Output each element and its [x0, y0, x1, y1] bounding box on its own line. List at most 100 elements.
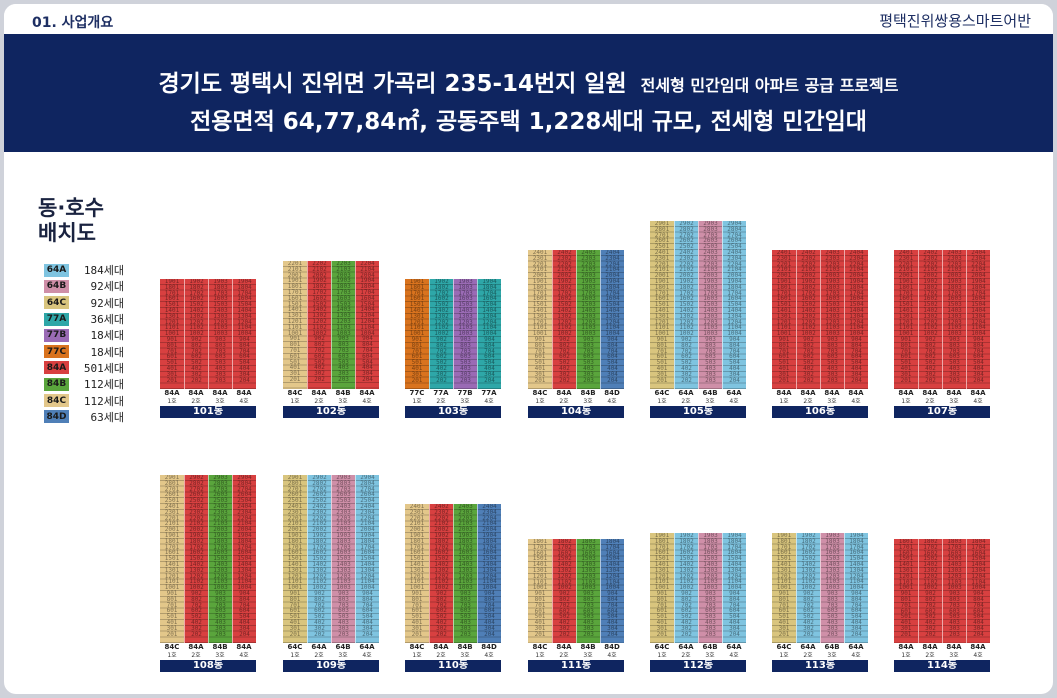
- legend-count: 63세대: [90, 410, 125, 424]
- unit-line-column: 2902 2802 2702 2602 2502 2402 2302 2202 …: [307, 475, 331, 643]
- unit-type-label: 84A: [776, 389, 792, 397]
- line-number-label: 3호: [949, 398, 959, 405]
- unit-numbers: 1902 1802 1702 1602 1502 1402 1302 1202 …: [797, 533, 820, 643]
- building-105: 2901 2801 2701 2601 2501 2401 2301 2201 …: [650, 221, 746, 418]
- line-number-label: 1호: [167, 398, 177, 405]
- unit-numbers: 2401 2301 2201 2101 2001 1901 1801 1701 …: [894, 250, 918, 389]
- legend-swatch: 77A: [44, 312, 69, 326]
- line-number-row: 1호 2호 3호 4호: [528, 652, 624, 660]
- unit-type-row: 84A 84A 84A 84A: [772, 389, 868, 398]
- unit-type-row: 64C 64A 64B 64A: [283, 643, 379, 652]
- line-number-label: 2호: [925, 398, 935, 405]
- unit-type-label: 64B: [702, 389, 718, 397]
- unit-numbers: 2901 2801 2701 2601 2501 2401 2301 2201 …: [160, 475, 184, 643]
- unit-type-row: 84A 84A 84A 84A: [894, 389, 990, 398]
- unit-line-column: 1902 1802 1702 1602 1502 1402 1302 1202 …: [429, 279, 453, 389]
- unit-type-label: 64A: [800, 643, 816, 651]
- line-number-label: 1호: [901, 398, 911, 405]
- line-number-label: 1호: [535, 398, 545, 405]
- unit-numbers: 2404 2304 2204 2104 2004 1904 1804 1704 …: [601, 250, 624, 389]
- unit-line-column: 1901 1801 1701 1601 1501 1401 1301 1201 …: [160, 279, 184, 389]
- unit-type-label: 84A: [236, 389, 252, 397]
- line-number-label: 4호: [973, 398, 983, 405]
- unit-type-label: 84B: [457, 643, 473, 651]
- unit-line-column: 2402 2302 2202 2102 2002 1902 1802 1702 …: [918, 250, 942, 389]
- unit-type-label: 64C: [287, 643, 303, 651]
- unit-line-column: 2903 2803 2703 2603 2503 2403 2303 2203 …: [698, 221, 722, 389]
- unit-type-label: 84A: [556, 643, 572, 651]
- building-label: 113동: [772, 660, 868, 672]
- unit-numbers: 2404 2304 2204 2104 2004 1904 1804 1704 …: [478, 504, 501, 643]
- unit-type-label: 64C: [654, 643, 670, 651]
- unit-line-column: 2402 2302 2202 2102 2002 1902 1802 1702 …: [552, 250, 576, 389]
- building-103: 1901 1801 1701 1601 1501 1401 1301 1201 …: [405, 279, 501, 418]
- unit-line-column: 2901 2801 2701 2601 2501 2401 2301 2201 …: [160, 475, 184, 643]
- unit-numbers: 1903 1803 1703 1603 1503 1403 1303 1203 …: [209, 279, 232, 389]
- unit-line-column: 2904 2804 2704 2604 2504 2404 2304 2204 …: [722, 221, 746, 389]
- unit-type-label: 64A: [311, 643, 327, 651]
- building-label: 107동: [894, 406, 990, 418]
- building-label: 106동: [772, 406, 868, 418]
- unit-type-label: 84C: [409, 643, 425, 651]
- building-label: 110동: [405, 660, 501, 672]
- line-number-label: 4호: [484, 652, 494, 659]
- building-112: 1901 1801 1701 1601 1501 1401 1301 1201 …: [650, 533, 746, 672]
- line-number-label: 1호: [779, 652, 789, 659]
- legend-title-line1: 동·호수: [38, 196, 104, 220]
- unit-type-label: 84C: [287, 389, 303, 397]
- line-number-label: 2호: [436, 652, 446, 659]
- unit-numbers: 2403 2303 2203 2103 2003 1903 1803 1703 …: [821, 250, 844, 389]
- line-number-label: 3호: [705, 398, 715, 405]
- unit-type-row: 84C 84A 84B 84D: [528, 643, 624, 652]
- unit-numbers: 2401 2301 2201 2101 2001 1901 1801 1701 …: [528, 250, 552, 389]
- building-101: 1901 1801 1701 1601 1501 1401 1301 1201 …: [160, 279, 256, 418]
- line-number-label: 2호: [681, 652, 691, 659]
- unit-line-column: 1901 1801 1701 1601 1501 1401 1301 1201 …: [772, 533, 796, 643]
- unit-numbers: 2402 2302 2202 2102 2002 1902 1802 1702 …: [797, 250, 820, 389]
- unit-type-row: 84C 84A 84B 84A: [283, 389, 379, 398]
- unit-numbers: 1903 1803 1703 1603 1503 1403 1303 1203 …: [699, 533, 722, 643]
- line-number-row: 1호 2호 3호 4호: [650, 652, 746, 660]
- unit-line-column: 2902 2802 2702 2602 2502 2402 2302 2202 …: [184, 475, 208, 643]
- line-number-label: 2호: [803, 652, 813, 659]
- unit-type-label: 84A: [800, 389, 816, 397]
- unit-type-label: 77C: [409, 389, 425, 397]
- legend-count: 36세대: [90, 313, 125, 327]
- line-number-label: 2호: [803, 398, 813, 405]
- unit-type-label: 84A: [556, 389, 572, 397]
- unit-numbers: 1801 1701 1601 1501 1401 1301 1201 1101 …: [528, 539, 552, 643]
- unit-type-label: 64A: [678, 389, 694, 397]
- unit-numbers: 2904 2804 2704 2604 2504 2404 2304 2204 …: [723, 221, 746, 389]
- unit-numbers: 2902 2802 2702 2602 2502 2402 2302 2202 …: [675, 221, 698, 389]
- unit-numbers: 2402 2302 2202 2102 2002 1902 1802 1702 …: [430, 504, 453, 643]
- unit-line-column: 2403 2303 2203 2103 2003 1903 1803 1703 …: [942, 250, 966, 389]
- legend-swatch: 64A: [44, 263, 69, 277]
- line-number-label: 3호: [583, 398, 593, 405]
- unit-line-column: 1801 1701 1601 1501 1401 1301 1201 1101 …: [528, 539, 552, 643]
- unit-numbers: 2904 2804 2704 2604 2504 2404 2304 2204 …: [356, 475, 379, 643]
- legend-swatch: 64B: [44, 279, 69, 293]
- unit-line-column: 2901 2801 2701 2601 2501 2401 2301 2201 …: [283, 475, 307, 643]
- unit-numbers: 2202 2102 2002 1902 1802 1702 1602 1502 …: [308, 261, 331, 389]
- slide: 01. 사업개요 평택진위쌍용스마트어반 경기도 평택시 진위면 가곡리 235…: [4, 4, 1053, 694]
- unit-type-label: 84A: [946, 643, 962, 651]
- legend-count: 501세대: [83, 361, 124, 375]
- unit-type-label: 84A: [164, 389, 180, 397]
- legend-swatch: 84D: [44, 410, 69, 424]
- line-number-label: 2호: [925, 652, 935, 659]
- unit-numbers: 2403 2303 2203 2103 2003 1903 1803 1703 …: [577, 250, 600, 389]
- legend-count: 92세대: [90, 280, 125, 294]
- unit-line-column: 1802 1702 1602 1502 1402 1302 1202 1102 …: [918, 539, 942, 643]
- unit-line-column: 2203 2103 2003 1903 1803 1703 1603 1503 …: [331, 261, 355, 389]
- unit-numbers: 1902 1802 1702 1602 1502 1402 1302 1202 …: [675, 533, 698, 643]
- unit-numbers: 1804 1704 1604 1504 1404 1304 1204 1104 …: [601, 539, 624, 643]
- unit-type-label: 84D: [604, 643, 620, 651]
- unit-type-label: 84A: [970, 389, 986, 397]
- line-number-label: 1호: [657, 398, 667, 405]
- line-number-row: 1호 2호 3호 4호: [283, 652, 379, 660]
- unit-type-label: 64A: [726, 389, 742, 397]
- line-number-label: 4호: [729, 652, 739, 659]
- unit-numbers: 1902 1802 1702 1602 1502 1402 1302 1202 …: [430, 279, 453, 389]
- legend-swatch: 77B: [44, 328, 69, 342]
- line-number-row: 1호 2호 3호 4호: [772, 652, 868, 660]
